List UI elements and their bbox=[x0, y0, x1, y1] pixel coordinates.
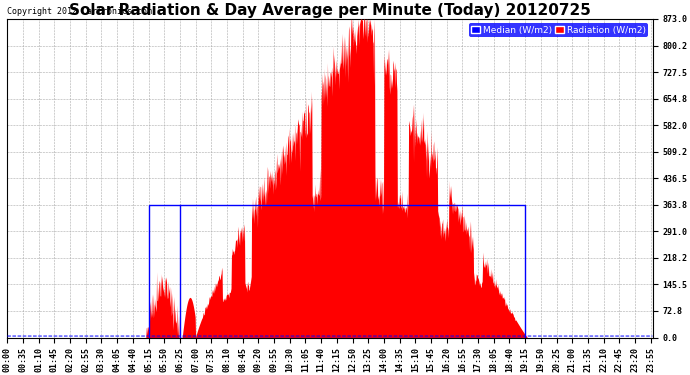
Bar bbox=[148, 205, 525, 338]
Text: Copyright 2012 Cartronics.com: Copyright 2012 Cartronics.com bbox=[8, 7, 152, 16]
Title: Solar Radiation & Day Average per Minute (Today) 20120725: Solar Radiation & Day Average per Minute… bbox=[69, 3, 591, 18]
Legend: Median (W/m2), Radiation (W/m2): Median (W/m2), Radiation (W/m2) bbox=[469, 24, 648, 37]
